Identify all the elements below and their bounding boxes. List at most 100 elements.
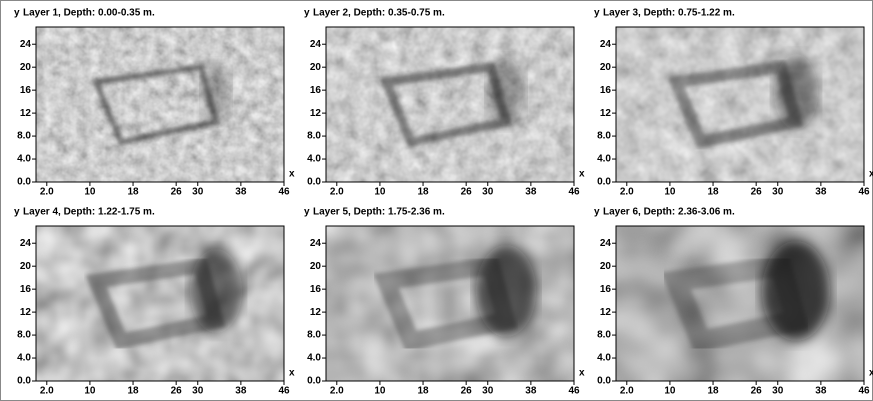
y-tick-label: 12 — [600, 307, 612, 318]
panel-title: Layer 4, Depth: 1.22-1.75 m. — [23, 207, 155, 218]
anomaly — [202, 62, 230, 122]
heatmap-image — [616, 27, 864, 182]
x-tick-label: 38 — [815, 386, 827, 397]
anomaly — [774, 54, 818, 130]
panel: y Layer 2, Depth: 0.35-0.75 m. x 2.0 10 18 26 3… — [304, 8, 585, 198]
y-tick-label: 16 — [20, 284, 32, 295]
panel: y Layer 5, Depth: 1.75-2.36 m. x 2.0 10 18 26 3… — [304, 207, 585, 397]
y-tick-label: 8.0 — [597, 131, 611, 142]
x-tick-label: 38 — [235, 187, 247, 198]
y-tick-label: 24 — [600, 238, 612, 249]
x-tick-label: 38 — [235, 386, 247, 397]
y-tick-label: 24 — [20, 39, 32, 50]
x-tick-label: 18 — [417, 187, 429, 198]
y-tick-label: 16 — [310, 284, 322, 295]
x-axis-label: x — [869, 368, 873, 379]
x-tick-label: 2.0 — [330, 187, 344, 198]
y-tick-label: 20 — [310, 62, 322, 73]
x-tick-label: 10 — [664, 187, 676, 198]
x-tick-label: 18 — [127, 187, 139, 198]
x-tick-label: 2.0 — [620, 386, 634, 397]
y-tick-label: 20 — [600, 62, 612, 73]
x-tick-label: 26 — [461, 187, 473, 198]
x-tick-label: 30 — [772, 386, 784, 397]
x-tick-label: 26 — [171, 187, 183, 198]
x-tick-label: 18 — [127, 386, 139, 397]
x-tick-label: 46 — [278, 386, 290, 397]
x-tick-label: 46 — [278, 187, 290, 198]
y-tick-label: 0.0 — [597, 376, 611, 387]
x-tick-label: 10 — [374, 386, 386, 397]
anomaly — [190, 249, 242, 333]
x-tick-label: 26 — [461, 386, 473, 397]
plot-border — [325, 225, 575, 382]
y-tick-label: 0.0 — [17, 177, 31, 188]
y-tick-label: 24 — [310, 39, 322, 50]
x-axis-label: x — [579, 169, 585, 180]
y-axis-label: y — [594, 8, 600, 19]
y-tick-label: 16 — [600, 85, 612, 96]
y-tick-label: 20 — [20, 261, 32, 272]
y-tick-label: 8.0 — [307, 330, 321, 341]
y-tick-label: 0.0 — [307, 376, 321, 387]
y-tick-label: 12 — [310, 108, 322, 119]
x-tick-label: 46 — [858, 386, 870, 397]
y-tick-label: 8.0 — [17, 330, 31, 341]
heatmap-image — [326, 27, 574, 182]
anomaly — [762, 241, 830, 341]
y-tick-label: 12 — [20, 307, 32, 318]
y-axis-label: y — [304, 8, 310, 19]
x-tick-label: 2.0 — [40, 187, 54, 198]
y-tick-label: 12 — [310, 307, 322, 318]
y-tick-label: 0.0 — [597, 177, 611, 188]
y-tick-label: 20 — [310, 261, 322, 272]
x-axis-label: x — [289, 368, 295, 379]
y-tick-label: 4.0 — [307, 154, 321, 165]
panel-title: Layer 2, Depth: 0.35-0.75 m. — [313, 8, 445, 19]
y-tick-label: 0.0 — [307, 177, 321, 188]
anomaly — [488, 58, 524, 126]
x-axis-label: x — [869, 169, 873, 180]
y-axis-label: y — [14, 8, 20, 19]
panel: y Layer 6, Depth: 2.36-3.06 m. x 2.0 10 18 26 3… — [594, 207, 873, 397]
x-tick-label: 2.0 — [330, 386, 344, 397]
y-tick-label: 4.0 — [597, 154, 611, 165]
x-tick-label: 38 — [525, 187, 537, 198]
panel-title: Layer 1, Depth: 0.00-0.35 m. — [23, 8, 155, 19]
x-tick-label: 10 — [84, 187, 96, 198]
x-tick-label: 46 — [858, 187, 870, 198]
x-tick-label: 38 — [815, 187, 827, 198]
y-tick-label: 16 — [600, 284, 612, 295]
anomaly — [476, 245, 536, 337]
x-tick-label: 10 — [84, 386, 96, 397]
x-tick-label: 26 — [171, 386, 183, 397]
x-tick-label: 30 — [192, 386, 204, 397]
y-tick-label: 4.0 — [17, 154, 31, 165]
panel: y Layer 1, Depth: 0.00-0.35 m. x 2.0 10 18 26 3… — [14, 8, 295, 198]
x-tick-label: 46 — [568, 187, 580, 198]
y-tick-label: 24 — [600, 39, 612, 50]
x-tick-label: 38 — [525, 386, 537, 397]
y-tick-label: 0.0 — [17, 376, 31, 387]
y-tick-label: 12 — [600, 108, 612, 119]
y-tick-label: 20 — [600, 261, 612, 272]
x-tick-label: 30 — [192, 187, 204, 198]
x-tick-label: 10 — [374, 187, 386, 198]
x-tick-label: 30 — [772, 187, 784, 198]
x-tick-label: 18 — [707, 187, 719, 198]
x-axis-label: x — [289, 169, 295, 180]
x-tick-label: 18 — [417, 386, 429, 397]
x-tick-label: 10 — [664, 386, 676, 397]
plot-border — [615, 26, 865, 183]
y-tick-label: 8.0 — [597, 330, 611, 341]
y-tick-label: 16 — [20, 85, 32, 96]
y-tick-label: 8.0 — [17, 131, 31, 142]
y-tick-label: 4.0 — [17, 353, 31, 364]
y-tick-label: 8.0 — [307, 131, 321, 142]
heatmap-image — [36, 226, 284, 381]
panel: y Layer 3, Depth: 0.75-1.22 m. x 2.0 10 18 26 3… — [594, 8, 873, 198]
x-tick-label: 30 — [482, 386, 494, 397]
y-tick-label: 12 — [20, 108, 32, 119]
y-tick-label: 4.0 — [597, 353, 611, 364]
